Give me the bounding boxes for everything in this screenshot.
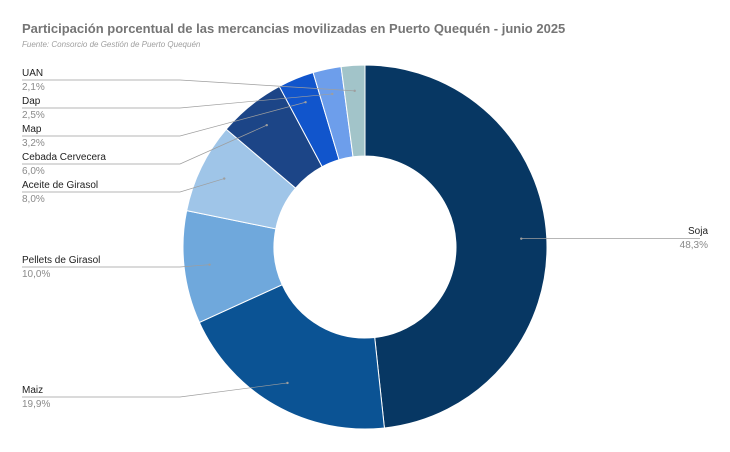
slice-value-dap: 2,5% [22,110,45,121]
leader-line-uan [22,79,355,92]
leader-line-dap [22,93,333,109]
slice-label-soja: Soja [688,226,708,237]
slice-label-dap: Dap [22,96,41,107]
leader-dot-maiz [286,381,289,385]
slice-soja [364,64,548,429]
leader-dot-uan [353,89,356,93]
leader-line-cebada-cervecera [22,124,267,165]
slice-value-aceite-de-girasol: 8,0% [22,194,45,205]
slice-value-cebada-cervecera: 6,0% [22,166,45,177]
leader-dot-cebada-cervecera [265,123,268,127]
slice-label-uan: UAN [22,68,43,79]
slice-value-map: 3,2% [22,138,45,149]
leader-line-map [22,101,306,137]
leader-line-maiz [22,382,288,398]
leader-dot-aceite-de-girasol [223,177,226,180]
slice-value-pellets-de-girasol: 10,0% [22,269,50,280]
leader-dot-pellets-de-girasol [208,263,211,266]
slice-label-pellets-de-girasol: Pellets de Girasol [22,255,100,266]
slice-label-cebada-cervecera: Cebada Cervecera [22,152,106,163]
slice-value-uan: 2,1% [22,82,45,93]
chart-subtitle: Fuente: Consorcio de Gestión de Puerto Q… [22,40,201,49]
slice-value-soja: 48,3% [680,240,708,251]
slice-uan [340,64,366,158]
leader-dot-soja [520,237,523,240]
slice-maiz [198,284,385,430]
leader-dot-dap [331,92,334,96]
slice-label-aceite-de-girasol: Aceite de Girasol [22,180,98,191]
slice-label-map: Map [22,124,42,135]
leader-line-pellets-de-girasol [22,264,210,268]
slice-label-maiz: Maiz [22,385,43,396]
leader-line-aceite-de-girasol [22,178,225,193]
leader-dot-map [304,101,307,104]
slice-value-maiz: 19,9% [22,399,50,410]
chart-title: Participación porcentual de las mercanci… [22,21,566,36]
